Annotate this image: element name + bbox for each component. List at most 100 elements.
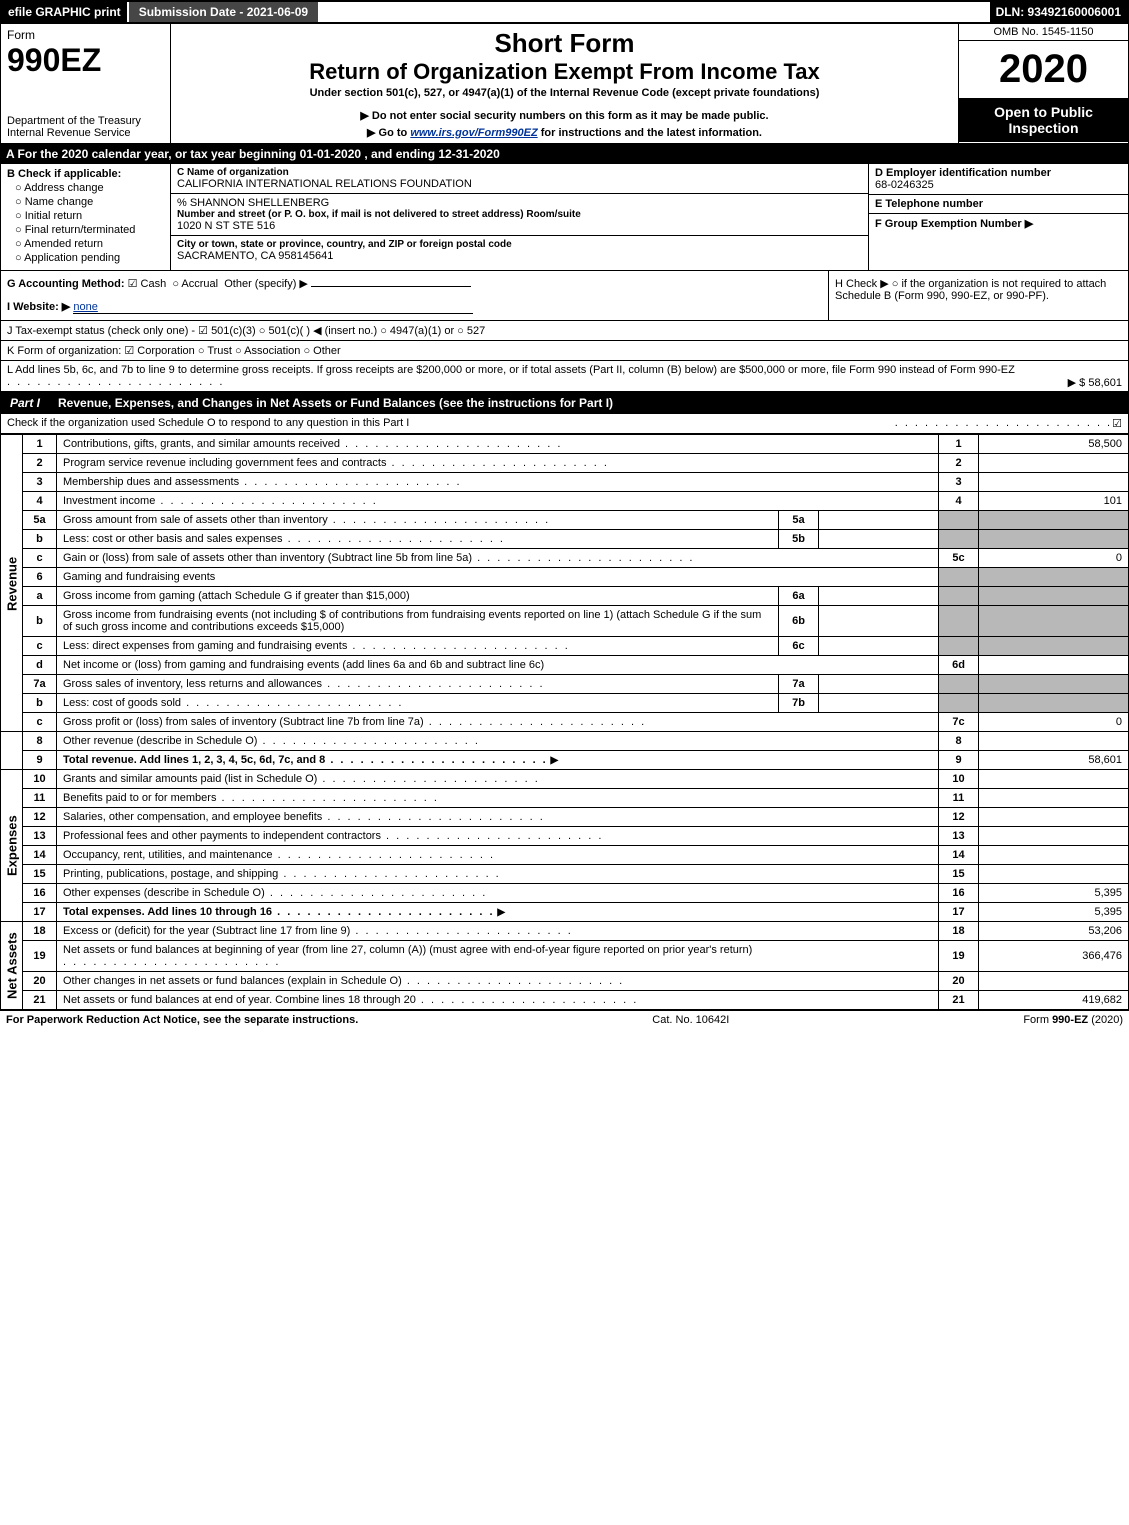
info-block: B Check if applicable: Address change Na… (0, 164, 1129, 271)
ssn-warning: ▶ Do not enter social security numbers o… (179, 109, 950, 122)
group-exemption-label: F Group Exemption Number ▶ (875, 218, 1033, 230)
dots (895, 417, 1112, 430)
g-cash[interactable]: ☑ Cash (128, 278, 167, 290)
shaded-cell (979, 606, 1129, 637)
shaded-cell (979, 511, 1129, 530)
header-middle: Short Form Return of Organization Exempt… (171, 24, 958, 143)
line-4: 4 Investment income 4 101 (1, 492, 1129, 511)
line-amount (979, 656, 1129, 675)
title-short-form: Short Form (179, 28, 950, 59)
sub-line-num: 6a (779, 587, 819, 606)
line-desc: Gross amount from sale of assets other t… (63, 514, 328, 526)
shaded-cell (979, 530, 1129, 549)
line-desc: Total revenue. Add lines 1, 2, 3, 4, 5c,… (63, 754, 325, 766)
page-footer: For Paperwork Reduction Act Notice, see … (0, 1010, 1129, 1029)
row-a-tax-year: A For the 2020 calendar year, or tax yea… (0, 144, 1129, 164)
col-num: 16 (939, 884, 979, 903)
check-final-return[interactable]: Final return/terminated (15, 224, 164, 236)
check-amended-return[interactable]: Amended return (15, 238, 164, 250)
submission-date: Submission Date - 2021-06-09 (127, 2, 318, 22)
footer-catalog: Cat. No. 10642I (652, 1014, 729, 1026)
line-10: Expenses 10 Grants and similar amounts p… (1, 770, 1129, 789)
irs-link[interactable]: www.irs.gov/Form990EZ (410, 127, 537, 139)
ein-value: 68-0246325 (875, 179, 1122, 191)
sub-line-num: 7b (779, 694, 819, 713)
line-13: 13 Professional fees and other payments … (1, 827, 1129, 846)
shaded-cell (939, 587, 979, 606)
line-num: 15 (23, 865, 57, 884)
col-num: 7c (939, 713, 979, 732)
dots (7, 376, 224, 388)
sub-line-amount (819, 675, 939, 694)
col-num: 21 (939, 991, 979, 1010)
sub-line-amount (819, 606, 939, 637)
line-num: 18 (23, 922, 57, 941)
sub-line-amount (819, 530, 939, 549)
line-amount (979, 454, 1129, 473)
g-other-line[interactable] (311, 286, 471, 287)
telephone-label: E Telephone number (875, 198, 1122, 210)
line-19: 19 Net assets or fund balances at beginn… (1, 941, 1129, 972)
g-accrual[interactable]: ○ Accrual (172, 278, 218, 290)
row-l-amount: ▶ $ 58,601 (1068, 376, 1122, 389)
goto-line: ▶ Go to www.irs.gov/Form990EZ for instru… (179, 126, 950, 139)
row-l-gross-receipts: L Add lines 5b, 6c, and 7b to line 9 to … (0, 361, 1129, 392)
line-num: 4 (23, 492, 57, 511)
col-def: D Employer identification number 68-0246… (868, 164, 1128, 270)
efile-graphic-print[interactable]: efile GRAPHIC print (2, 2, 127, 22)
line-num: 8 (23, 732, 57, 751)
line-20: 20 Other changes in net assets or fund b… (1, 972, 1129, 991)
col-num: 1 (939, 435, 979, 454)
footer-form-ref: Form 990-EZ (2020) (1023, 1014, 1123, 1026)
header-left: Form 990EZ Department of the Treasury In… (1, 24, 171, 143)
line-num: b (23, 694, 57, 713)
sub-line-amount (819, 587, 939, 606)
line-amount (979, 846, 1129, 865)
g-other[interactable]: Other (specify) ▶ (224, 278, 308, 290)
col-num: 20 (939, 972, 979, 991)
check-initial-return[interactable]: Initial return (15, 210, 164, 222)
dln-number: DLN: 93492160006001 (990, 2, 1127, 22)
shaded-cell (939, 530, 979, 549)
open-public-inspection: Open to Public Inspection (959, 98, 1128, 142)
schedule-o-checkbox[interactable]: ☑ (1112, 417, 1122, 430)
line-desc: Gross income from fundraising events (no… (63, 609, 761, 633)
row-g-accounting: G Accounting Method: ☑ Cash ○ Accrual Ot… (1, 271, 828, 320)
row-k-form-org: K Form of organization: ☑ Corporation ○ … (0, 341, 1129, 361)
line-amount (979, 808, 1129, 827)
col-num: 2 (939, 454, 979, 473)
check-application-pending[interactable]: Application pending (15, 252, 164, 264)
check-name-change[interactable]: Name change (15, 196, 164, 208)
goto-pre: ▶ Go to (367, 127, 410, 139)
spacer (1, 732, 23, 770)
line-num: 11 (23, 789, 57, 808)
website-value[interactable]: none (73, 301, 473, 314)
line-desc: Less: cost or other basis and sales expe… (63, 533, 283, 545)
line-amount (979, 972, 1129, 991)
col-num: 10 (939, 770, 979, 789)
org-name: CALIFORNIA INTERNATIONAL RELATIONS FOUND… (177, 178, 862, 190)
line-5b: b Less: cost or other basis and sales ex… (1, 530, 1129, 549)
address-label: Number and street (or P. O. box, if mail… (177, 209, 862, 220)
line-amount: 0 (979, 713, 1129, 732)
line-num: 20 (23, 972, 57, 991)
line-7b: b Less: cost of goods sold 7b (1, 694, 1129, 713)
line-17: 17 Total expenses. Add lines 10 through … (1, 903, 1129, 922)
line-desc: Gain or (loss) from sale of assets other… (63, 552, 472, 564)
row-h-schedule-b: H Check ▶ ○ if the organization is not r… (828, 271, 1128, 320)
line-5a: 5a Gross amount from sale of assets othe… (1, 511, 1129, 530)
line-num: 14 (23, 846, 57, 865)
shaded-cell (939, 637, 979, 656)
line-desc: Net assets or fund balances at beginning… (63, 944, 752, 956)
line-amount: 0 (979, 549, 1129, 568)
line-num: 12 (23, 808, 57, 827)
part-i-title: Revenue, Expenses, and Changes in Net As… (58, 396, 613, 410)
sub-line-num: 5a (779, 511, 819, 530)
line-desc: Grants and similar amounts paid (list in… (63, 773, 317, 785)
check-address-change[interactable]: Address change (15, 182, 164, 194)
line-desc: Gross sales of inventory, less returns a… (63, 678, 322, 690)
line-desc: Program service revenue including govern… (63, 457, 386, 469)
line-amount: 58,500 (979, 435, 1129, 454)
line-num: c (23, 549, 57, 568)
line-18: Net Assets 18 Excess or (deficit) for th… (1, 922, 1129, 941)
